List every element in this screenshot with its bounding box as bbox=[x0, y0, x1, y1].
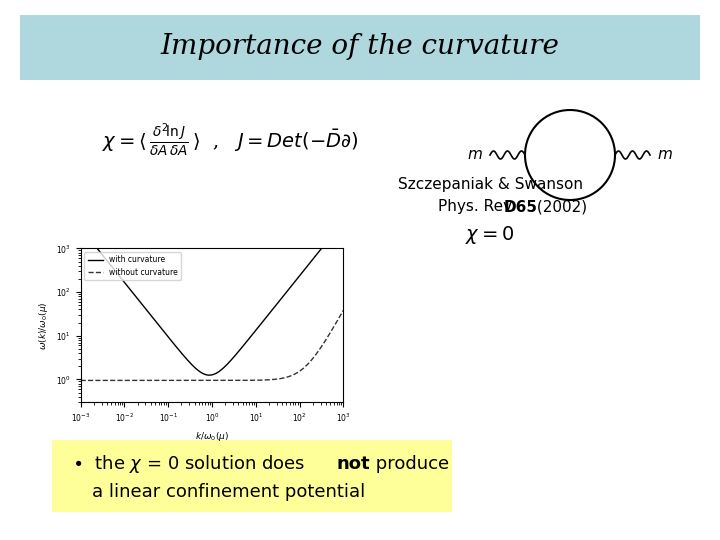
with curvature bbox=[204, 372, 213, 379]
with curvature bbox=[292, 276, 301, 283]
without curvature bbox=[201, 377, 210, 383]
without curvature bbox=[233, 377, 241, 383]
with curvature bbox=[76, 225, 85, 231]
Text: Szczepaniak & Swanson: Szczepaniak & Swanson bbox=[397, 178, 582, 192]
Text: not: not bbox=[337, 455, 371, 473]
Text: Phys. Rev.: Phys. Rev. bbox=[438, 199, 521, 214]
Text: $m$: $m$ bbox=[467, 148, 483, 162]
Text: produce: produce bbox=[370, 455, 449, 473]
with curvature bbox=[339, 218, 348, 224]
with curvature bbox=[201, 372, 210, 378]
with curvature bbox=[233, 349, 242, 356]
without curvature bbox=[333, 318, 341, 325]
Text: a linear confinement potential: a linear confinement potential bbox=[92, 483, 365, 501]
without curvature bbox=[218, 377, 227, 383]
with curvature bbox=[219, 365, 228, 372]
Text: $\chi = \langle\, \frac{\delta^2\!\ln J}{\delta A\,\delta A}\,\rangle$  ,   $J =: $\chi = \langle\, \frac{\delta^2\!\ln J}… bbox=[102, 122, 359, 159]
without curvature bbox=[203, 377, 212, 383]
Text: (2002): (2002) bbox=[532, 199, 587, 214]
FancyBboxPatch shape bbox=[20, 15, 700, 80]
Text: $\bullet$  the $\chi$ = 0 solution does: $\bullet$ the $\chi$ = 0 solution does bbox=[72, 453, 306, 475]
without curvature bbox=[76, 377, 85, 384]
Legend: with curvature, without curvature: with curvature, without curvature bbox=[84, 252, 181, 280]
Text: D65: D65 bbox=[504, 199, 538, 214]
without curvature bbox=[339, 307, 348, 313]
Text: Importance of the curvature: Importance of the curvature bbox=[161, 33, 559, 60]
Line: with curvature: with curvature bbox=[81, 221, 343, 375]
with curvature bbox=[203, 372, 212, 378]
Text: $\chi = 0$: $\chi = 0$ bbox=[465, 224, 515, 246]
without curvature bbox=[292, 370, 300, 377]
X-axis label: $k/\omega_0(\mu)$: $k/\omega_0(\mu)$ bbox=[195, 430, 229, 443]
FancyBboxPatch shape bbox=[52, 440, 452, 512]
Line: without curvature: without curvature bbox=[81, 310, 343, 381]
Y-axis label: $\omega(k)/\omega_0(\mu)$: $\omega(k)/\omega_0(\mu)$ bbox=[37, 301, 50, 349]
with curvature bbox=[333, 225, 342, 232]
Text: $m$: $m$ bbox=[657, 148, 672, 162]
